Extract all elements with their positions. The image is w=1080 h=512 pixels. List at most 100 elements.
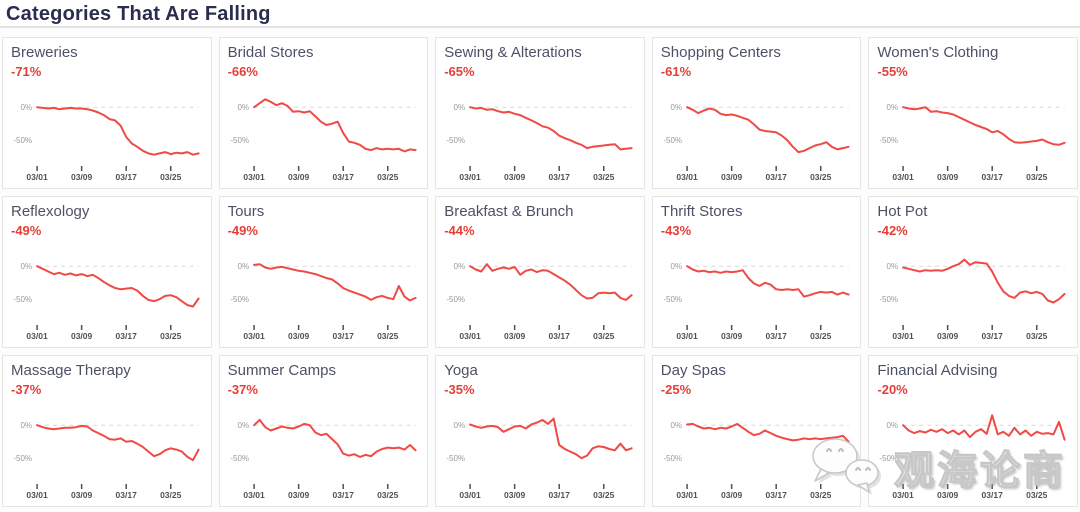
card-caption: Women's Clothing -55% (877, 43, 1069, 80)
svg-text:-50%: -50% (230, 454, 249, 463)
svg-text:03/09: 03/09 (937, 490, 959, 500)
svg-text:03/09: 03/09 (288, 172, 310, 182)
svg-text:03/09: 03/09 (288, 331, 310, 341)
card-caption: Hot Pot -42% (877, 202, 1069, 239)
trend-sparkline: 0% -50% 03/01 03/09 03/17 03/25 (880, 258, 1066, 341)
svg-text:-50%: -50% (13, 136, 32, 145)
svg-text:03/17: 03/17 (765, 172, 787, 182)
svg-text:03/25: 03/25 (810, 172, 832, 182)
svg-text:0%: 0% (670, 103, 682, 112)
svg-text:03/09: 03/09 (721, 331, 743, 341)
category-chart-card: Shopping Centers -61% 0% -50% 03/01 03/09 03… (651, 37, 862, 189)
svg-text:0%: 0% (670, 421, 682, 430)
category-chart-card: Financial Advising -20% 0% -50% 03/01 03/09… (868, 355, 1078, 507)
category-name: Tours (227, 203, 265, 220)
svg-text:0%: 0% (670, 262, 682, 271)
svg-text:0%: 0% (454, 103, 466, 112)
svg-text:03/25: 03/25 (377, 331, 399, 341)
trend-sparkline: 0% -50% 03/01 03/09 03/17 03/25 (663, 262, 850, 341)
svg-text:-50%: -50% (13, 454, 32, 463)
svg-text:03/25: 03/25 (810, 490, 832, 500)
svg-text:-50%: -50% (447, 295, 466, 304)
svg-text:03/09: 03/09 (71, 172, 93, 182)
category-chart-card: Tours -49% 0% -50% 03/01 03/09 03/17 03/25 (218, 196, 429, 348)
svg-text:-50%: -50% (230, 136, 249, 145)
category-chart-card: Sewing & Alterations -65% 0% -50% 03/01 03/… (435, 37, 645, 189)
svg-text:03/01: 03/01 (243, 172, 265, 182)
category-name: Yoga (444, 362, 478, 379)
svg-text:0%: 0% (237, 262, 249, 271)
svg-text:03/17: 03/17 (332, 331, 354, 341)
svg-text:03/25: 03/25 (810, 331, 832, 341)
svg-text:03/17: 03/17 (549, 172, 571, 182)
category-chart-card: Day Spas -25% 0% -50% 03/01 03/09 03/17 03/25 (651, 355, 862, 507)
svg-text:03/01: 03/01 (26, 331, 48, 341)
svg-text:03/25: 03/25 (160, 331, 182, 341)
page-header: Categories That Are Falling (0, 0, 1080, 28)
svg-text:-50%: -50% (663, 136, 682, 145)
percent-change-badge: -66% (227, 64, 258, 79)
category-chart-card: Massage Therapy -37% 0% -50% 03/01 03/09 03/… (2, 355, 212, 507)
trend-sparkline: 0% -50% 03/01 03/09 03/17 03/25 (663, 421, 850, 500)
category-chart-card: Breakfast & Brunch -44% 0% -50% 03/01 03/09… (435, 196, 645, 348)
svg-text:03/09: 03/09 (504, 490, 526, 500)
svg-text:03/01: 03/01 (893, 490, 915, 500)
svg-text:03/01: 03/01 (460, 331, 482, 341)
svg-text:03/17: 03/17 (116, 172, 138, 182)
trend-sparkline: 0% -50% 03/01 03/09 03/17 03/25 (230, 418, 417, 500)
category-name: Women's Clothing (877, 44, 999, 61)
svg-text:03/09: 03/09 (288, 490, 310, 500)
svg-text:03/25: 03/25 (377, 172, 399, 182)
svg-text:03/25: 03/25 (1026, 172, 1048, 182)
percent-change-badge: -35% (444, 382, 475, 397)
percent-change-badge: -37% (227, 382, 258, 397)
svg-text:03/25: 03/25 (593, 172, 615, 182)
card-caption: Thrift Stores -43% (661, 202, 853, 239)
category-name: Reflexology (11, 203, 90, 220)
svg-text:03/01: 03/01 (243, 331, 265, 341)
svg-text:03/01: 03/01 (243, 490, 265, 500)
svg-text:03/17: 03/17 (549, 331, 571, 341)
trend-sparkline: 0% -50% 03/01 03/09 03/17 03/25 (880, 414, 1066, 500)
svg-text:03/25: 03/25 (593, 331, 615, 341)
category-name: Bridal Stores (227, 44, 314, 61)
trend-sparkline: 0% -50% 03/01 03/09 03/17 03/25 (663, 103, 850, 182)
svg-text:03/09: 03/09 (721, 490, 743, 500)
svg-text:0%: 0% (20, 262, 32, 271)
svg-text:03/17: 03/17 (982, 331, 1004, 341)
svg-text:0%: 0% (237, 103, 249, 112)
svg-text:-50%: -50% (880, 295, 899, 304)
trend-sparkline: 0% -50% 03/01 03/09 03/17 03/25 (447, 417, 633, 500)
svg-text:03/01: 03/01 (460, 490, 482, 500)
trend-sparkline: 0% -50% 03/01 03/09 03/17 03/25 (447, 103, 633, 182)
trend-sparkline: 0% -50% 03/01 03/09 03/17 03/25 (230, 262, 417, 341)
svg-text:0%: 0% (887, 103, 899, 112)
percent-change-badge: -71% (11, 64, 42, 79)
category-name: Hot Pot (877, 203, 928, 220)
category-chart-card: Women's Clothing -55% 0% -50% 03/01 03/09 03… (868, 37, 1078, 189)
svg-text:-50%: -50% (13, 295, 32, 304)
category-name: Massage Therapy (11, 362, 131, 379)
svg-text:03/01: 03/01 (26, 490, 48, 500)
card-caption: Bridal Stores -66% (228, 43, 420, 80)
svg-text:03/17: 03/17 (982, 490, 1004, 500)
card-caption: Breweries -71% (11, 43, 203, 80)
category-name: Breakfast & Brunch (444, 203, 574, 220)
page-title: Categories That Are Falling (6, 3, 271, 25)
svg-text:03/25: 03/25 (1026, 331, 1048, 341)
svg-text:03/17: 03/17 (332, 490, 354, 500)
category-name: Financial Advising (877, 362, 998, 379)
svg-text:03/09: 03/09 (71, 331, 93, 341)
category-name: Summer Camps (227, 362, 336, 379)
svg-text:03/09: 03/09 (504, 172, 526, 182)
svg-text:03/17: 03/17 (982, 172, 1004, 182)
trend-sparkline: 0% -50% 03/01 03/09 03/17 03/25 (880, 103, 1066, 182)
svg-text:03/17: 03/17 (765, 331, 787, 341)
svg-text:-50%: -50% (663, 295, 682, 304)
svg-text:0%: 0% (887, 421, 899, 430)
svg-text:03/17: 03/17 (332, 172, 354, 182)
category-chart-card: Thrift Stores -43% 0% -50% 03/01 03/09 03/17… (651, 196, 862, 348)
svg-text:03/01: 03/01 (893, 172, 915, 182)
category-name: Day Spas (660, 362, 726, 379)
percent-change-badge: -25% (660, 382, 692, 397)
